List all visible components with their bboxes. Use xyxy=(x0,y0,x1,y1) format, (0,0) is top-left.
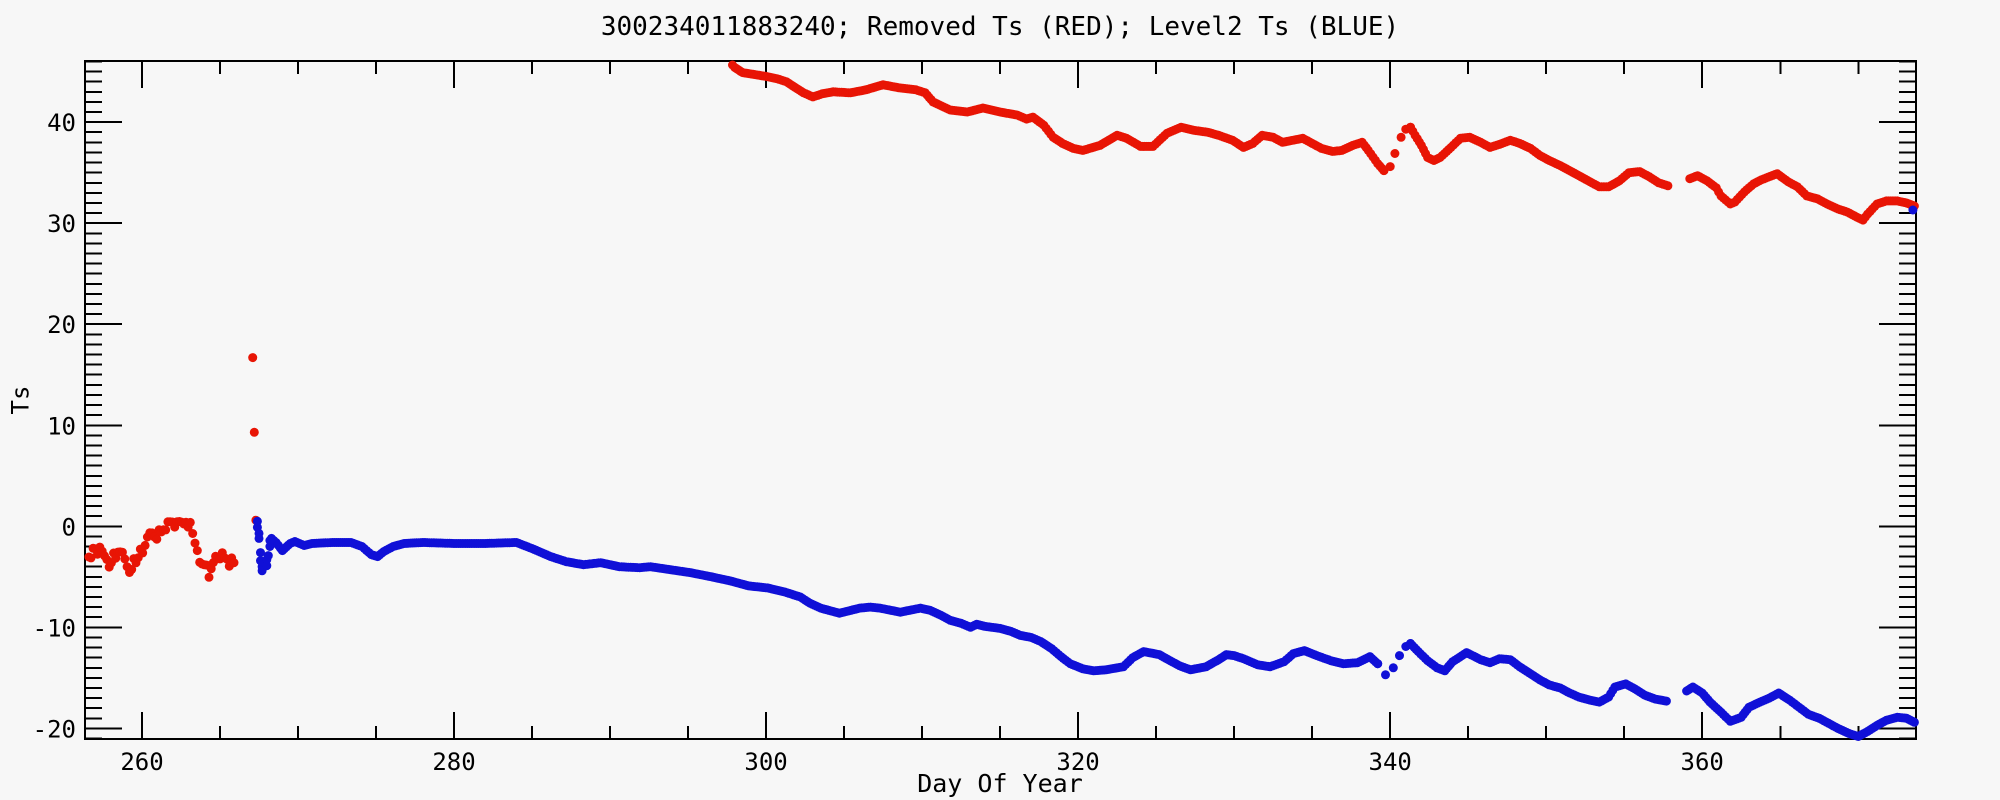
outlier-point xyxy=(263,551,273,561)
outlier-point xyxy=(256,548,265,558)
y-tick-label: 30 xyxy=(47,210,76,238)
x-tick-label: 300 xyxy=(744,748,787,776)
axes xyxy=(84,60,1917,740)
series-removed-ts xyxy=(84,60,1919,582)
outlier-point xyxy=(265,536,275,545)
series-level2-ts xyxy=(252,205,1919,741)
x-tick-label: 340 xyxy=(1369,748,1412,776)
tick-labels: 260 280 300 320 340 360 -20 -10 0 10 20 30 40 xyxy=(33,109,1724,776)
x-axis-label: Day Of Year xyxy=(917,769,1083,798)
y-tick-label: 10 xyxy=(47,412,76,440)
x-tick-label: 360 xyxy=(1681,748,1724,776)
chart-title: 300234011883240; Removed Ts (RED); Level… xyxy=(600,12,1400,42)
outlier-point xyxy=(262,561,272,571)
x-tick-label: 320 xyxy=(1056,748,1099,776)
outlier-point xyxy=(254,533,264,543)
outlier-point xyxy=(248,353,258,363)
y-tick-label: 40 xyxy=(47,109,76,137)
y-tick-label: -10 xyxy=(33,614,76,642)
x-tick-label: 260 xyxy=(120,748,163,776)
outlier-point xyxy=(1908,205,1918,215)
x-tick-label: 280 xyxy=(432,748,475,776)
y-tick-label: 0 xyxy=(62,513,76,541)
y-tick-label: 20 xyxy=(47,311,76,339)
y-tick-label: -20 xyxy=(33,715,76,743)
outlier-point xyxy=(249,427,259,437)
